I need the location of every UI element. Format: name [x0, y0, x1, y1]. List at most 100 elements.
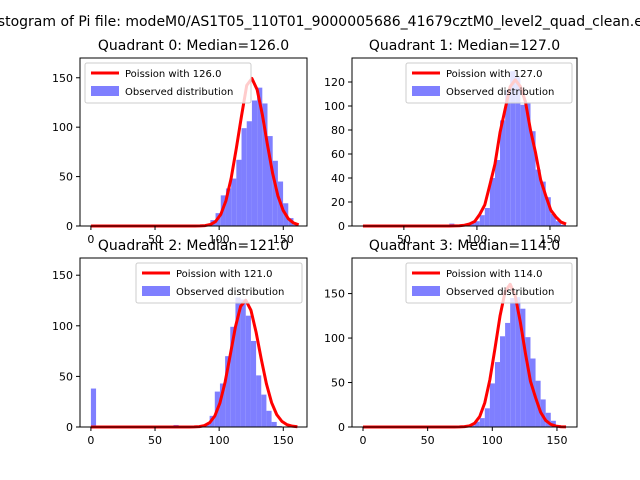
histogram-bar	[262, 103, 268, 226]
observed-histogram	[454, 297, 561, 427]
legend: Poission with 126.0 Observed distribution	[84, 62, 252, 104]
histogram-bar	[550, 214, 556, 226]
histogram-bar	[494, 362, 501, 427]
x-tick-label: 50	[397, 233, 411, 246]
legend-histogram-label: Observed distribution	[176, 287, 284, 298]
histogram-bar	[515, 297, 521, 427]
legend: Poission with 114.0 Observed distribution	[405, 262, 573, 304]
legend-box	[405, 262, 573, 304]
histogram-bar	[245, 315, 251, 427]
legend-box	[405, 62, 573, 104]
x-tick-label: 50	[148, 434, 162, 447]
axes-frame	[351, 257, 578, 428]
histogram-bar	[225, 356, 231, 427]
observed-histogram	[90, 297, 282, 427]
y-tick-label: 60	[331, 148, 345, 161]
histogram-bar	[474, 421, 480, 427]
histogram-bar	[219, 383, 226, 427]
y-tick-label: 150	[324, 288, 345, 301]
histogram-bar	[545, 412, 551, 427]
x-tick-label: 100	[466, 233, 487, 246]
x-tick-label: 150	[546, 434, 567, 447]
histogram-bar	[525, 102, 531, 226]
y-tick-label: 40	[331, 172, 345, 185]
histogram-bar	[500, 120, 506, 226]
histogram-bar	[241, 128, 247, 226]
histogram-bar	[510, 71, 516, 226]
quadrant-3-axes: Quadrant 3: Median=114.0 0 50 100 150 0 50 100 1…	[324, 238, 578, 447]
quadrant-title: Quadrant 1: Median=127.0	[369, 38, 560, 54]
x-tick-label: 150	[273, 233, 294, 246]
axes-frame	[351, 57, 578, 227]
y-tick-label: 150	[52, 72, 73, 85]
x-tick-label: 50	[421, 434, 435, 447]
quadrant-1-axes: Quadrant 1: Median=127.0 50 100 150 0 20 40 60 8…	[324, 38, 578, 246]
histogram-bar	[276, 425, 282, 427]
x-tick-label: 0	[87, 233, 94, 246]
histogram-bar	[90, 388, 97, 427]
histogram-bar	[540, 399, 546, 427]
y-tick-label: 0	[338, 421, 345, 434]
legend-histogram-swatch	[412, 86, 440, 96]
y-tick-label: 0	[66, 421, 73, 434]
histogram-bar	[479, 418, 485, 427]
histogram-bar	[505, 322, 511, 427]
histogram-bar	[236, 159, 242, 226]
axes-frame	[79, 257, 308, 428]
quadrant-2-axes: Quadrant 2: Median=121.0 0 50 100 150 0 50 100 1…	[52, 238, 308, 447]
histogram-bar	[525, 337, 531, 427]
histogram-bar	[256, 375, 262, 427]
legend-histogram-label: Observed distribution	[125, 87, 233, 98]
histogram-bar	[257, 87, 263, 226]
legend-box	[84, 62, 252, 104]
axes-frame	[79, 57, 308, 227]
histogram-bar	[267, 136, 273, 226]
histogram-bar	[520, 308, 526, 427]
y-tick-label: 20	[331, 196, 345, 209]
legend-histogram-swatch	[142, 286, 170, 296]
histogram-bar	[520, 104, 526, 226]
histogram-bar	[530, 131, 536, 226]
histogram-bar	[230, 326, 236, 427]
quadrant-title: Quadrant 2: Median=121.0	[98, 238, 289, 254]
legend-histogram-swatch	[412, 286, 440, 296]
histogram-bar	[251, 100, 258, 226]
histogram-bar	[535, 169, 541, 226]
legend-poisson-label: Poission with 127.0	[446, 69, 542, 80]
histogram-bar	[484, 408, 490, 427]
histogram-bar	[235, 297, 241, 427]
legend: Poission with 121.0 Observed distribution	[135, 262, 303, 304]
histogram-bar	[479, 215, 485, 226]
x-tick-label: 0	[87, 434, 94, 447]
x-tick-label: 100	[482, 434, 503, 447]
histogram-bar	[489, 383, 495, 427]
x-tick-label: 100	[209, 233, 230, 246]
histogram-bar	[494, 160, 501, 226]
histogram-bar	[510, 298, 516, 427]
histogram-bar	[272, 160, 278, 226]
histogram-bar	[540, 181, 546, 226]
x-tick-label: 50	[148, 233, 162, 246]
histogram-bar	[484, 208, 490, 226]
histogram-bar	[500, 336, 506, 427]
x-tick-label: 150	[539, 233, 560, 246]
histogram-bar	[505, 90, 511, 227]
histogram-bar	[240, 299, 246, 427]
legend-poisson-label: Poission with 114.0	[446, 269, 542, 280]
quadrant-0-axes: Quadrant 0: Median=126.0 0 50 100 150 0 50 100 1…	[52, 38, 308, 246]
legend-histogram-label: Observed distribution	[446, 87, 554, 98]
x-tick-label: 100	[209, 434, 230, 447]
histogram-bar	[250, 340, 257, 427]
y-tick-label: 50	[59, 370, 73, 383]
y-tick-label: 50	[59, 171, 73, 184]
y-tick-label: 0	[338, 220, 345, 233]
y-tick-label: 100	[324, 100, 345, 113]
histogram-bar	[266, 410, 272, 427]
y-tick-label: 120	[324, 76, 345, 89]
histogram-bar	[271, 421, 277, 427]
histogram-bar	[231, 178, 237, 226]
legend-histogram-label: Observed distribution	[446, 287, 554, 298]
histogram-bar	[261, 394, 267, 427]
x-tick-label: 0	[359, 434, 366, 447]
y-tick-label: 100	[324, 332, 345, 345]
